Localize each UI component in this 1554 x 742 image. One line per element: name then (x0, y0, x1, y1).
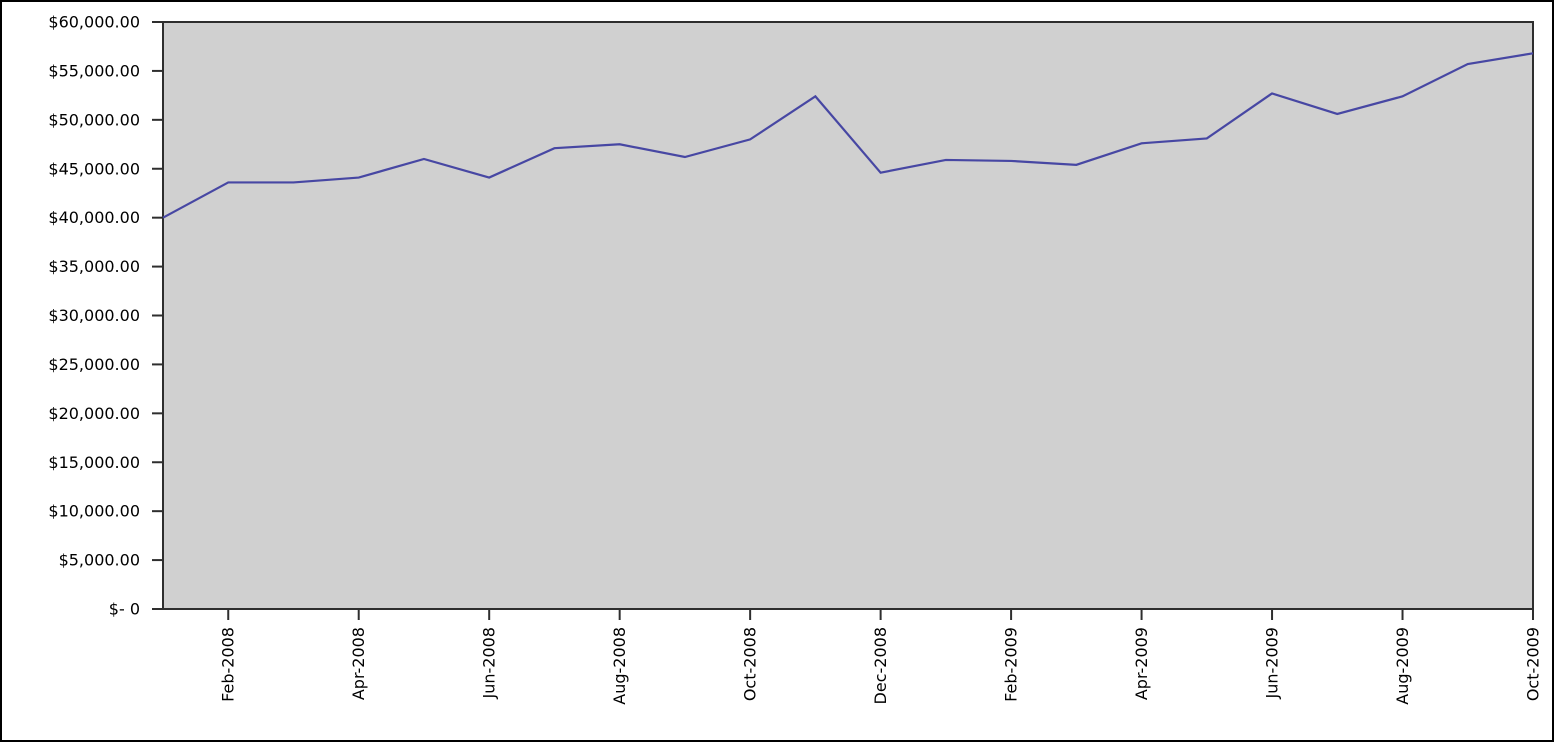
y-axis-tick-label: $50,000.00 (48, 110, 140, 129)
x-axis-tick-label: Dec-2008 (871, 627, 890, 704)
x-axis-tick-label: Aug-2008 (610, 627, 629, 705)
y-axis-tick-label: $- 0 (109, 600, 140, 619)
y-axis-tick-label: $20,000.00 (48, 404, 140, 423)
y-axis-tick-label: $30,000.00 (48, 306, 140, 325)
x-axis-tick-label: Aug-2009 (1393, 627, 1412, 705)
plot-area (162, 21, 1534, 610)
y-axis-tick-label: $15,000.00 (48, 453, 140, 472)
x-axis-tick-label: Feb-2008 (219, 627, 238, 702)
x-axis-tick-label: Oct-2009 (1524, 627, 1543, 701)
x-axis-tick-label: Apr-2009 (1132, 627, 1151, 700)
x-axis-tick-label: Apr-2008 (349, 627, 368, 700)
x-axis-tick-label: Jun-2008 (480, 627, 499, 700)
y-axis-tick-label: $5,000.00 (59, 551, 140, 570)
y-axis-tick-label: $25,000.00 (48, 355, 140, 374)
y-axis-tick-label: $35,000.00 (48, 257, 140, 276)
y-axis-tick-label: $40,000.00 (48, 208, 140, 227)
x-axis-tick-label: Oct-2008 (741, 627, 760, 701)
x-axis-tick-label: Feb-2009 (1002, 627, 1021, 702)
y-axis-tick-label: $45,000.00 (48, 159, 140, 178)
y-axis-tick-label: $55,000.00 (48, 61, 140, 80)
data-series-line (162, 52, 1534, 219)
y-axis-tick-label: $60,000.00 (48, 13, 140, 32)
y-axis-tick-label: $10,000.00 (48, 502, 140, 521)
x-axis-tick-label: Jun-2009 (1263, 627, 1282, 700)
